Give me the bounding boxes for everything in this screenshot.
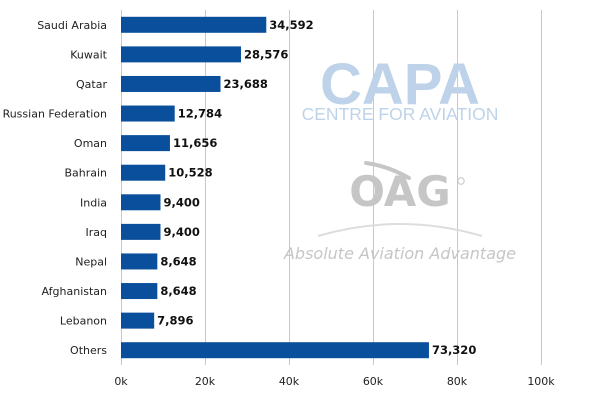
oag-arc-icon (364, 161, 411, 180)
gridlines (121, 10, 542, 365)
data-label: 23,688 (223, 77, 267, 91)
oag-logo: OAG (349, 167, 451, 216)
category-label: Kuwait (70, 48, 107, 61)
category-label: Bahrain (64, 167, 107, 180)
category-label: Russian Federation (3, 108, 107, 121)
bar (121, 75, 221, 92)
oag-tagline: Absolute Aviation Advantage (283, 244, 516, 263)
category-label: Qatar (76, 78, 107, 91)
data-label: 9,400 (163, 225, 199, 239)
x-tick-label: 0k (114, 375, 128, 388)
watermark-layer: CAPA CENTRE FOR AVIATION OAG Absolute Av… (283, 52, 516, 263)
bar (121, 312, 155, 329)
data-label: 73,320 (432, 343, 476, 357)
x-tick-label: 80k (447, 375, 468, 388)
data-label: 10,528 (168, 166, 212, 180)
x-tick-label: 20k (195, 375, 216, 388)
bar (121, 194, 161, 211)
data-label: 28,576 (244, 47, 288, 61)
category-label: Others (70, 344, 107, 357)
data-label: 9,400 (163, 195, 199, 209)
bar (121, 223, 161, 240)
data-labels: 34,592 28,576 23,688 12,784 11,656 10,528 9,40… (157, 18, 476, 357)
bar (121, 342, 429, 359)
bar (121, 105, 175, 122)
category-label: Iraq (86, 226, 108, 239)
category-label: India (80, 196, 107, 209)
category-label: Saudi Arabia (37, 19, 107, 32)
x-tick-label: 40k (279, 375, 300, 388)
category-label: Lebanon (60, 315, 107, 328)
data-label: 8,648 (160, 254, 196, 268)
data-label: 12,784 (178, 107, 222, 121)
registered-mark-icon (457, 177, 465, 185)
bar (121, 164, 166, 181)
x-tick-label: 100k (527, 375, 555, 388)
x-tick-label: 60k (363, 375, 384, 388)
bars (121, 16, 429, 359)
data-label: 34,592 (269, 18, 313, 32)
data-label: 11,656 (173, 136, 217, 150)
capa-tagline: CENTRE FOR AVIATION (302, 104, 499, 124)
category-labels: Saudi Arabia Kuwait Qatar Russian Federatio… (3, 19, 108, 357)
category-label: Nepal (75, 255, 107, 268)
bar (121, 16, 267, 33)
data-label: 8,648 (160, 284, 196, 298)
data-label: 7,896 (157, 314, 193, 328)
bar (121, 46, 242, 63)
bar (121, 283, 158, 300)
bar (121, 253, 158, 270)
bar (121, 135, 170, 152)
capa-logo: CAPA (320, 52, 480, 117)
x-axis-ticks: 0k 20k 40k 60k 80k 100k (114, 375, 555, 388)
oag-swoosh-icon (317, 223, 483, 237)
category-label: Oman (74, 137, 107, 150)
category-label: Afghanistan (42, 285, 108, 298)
